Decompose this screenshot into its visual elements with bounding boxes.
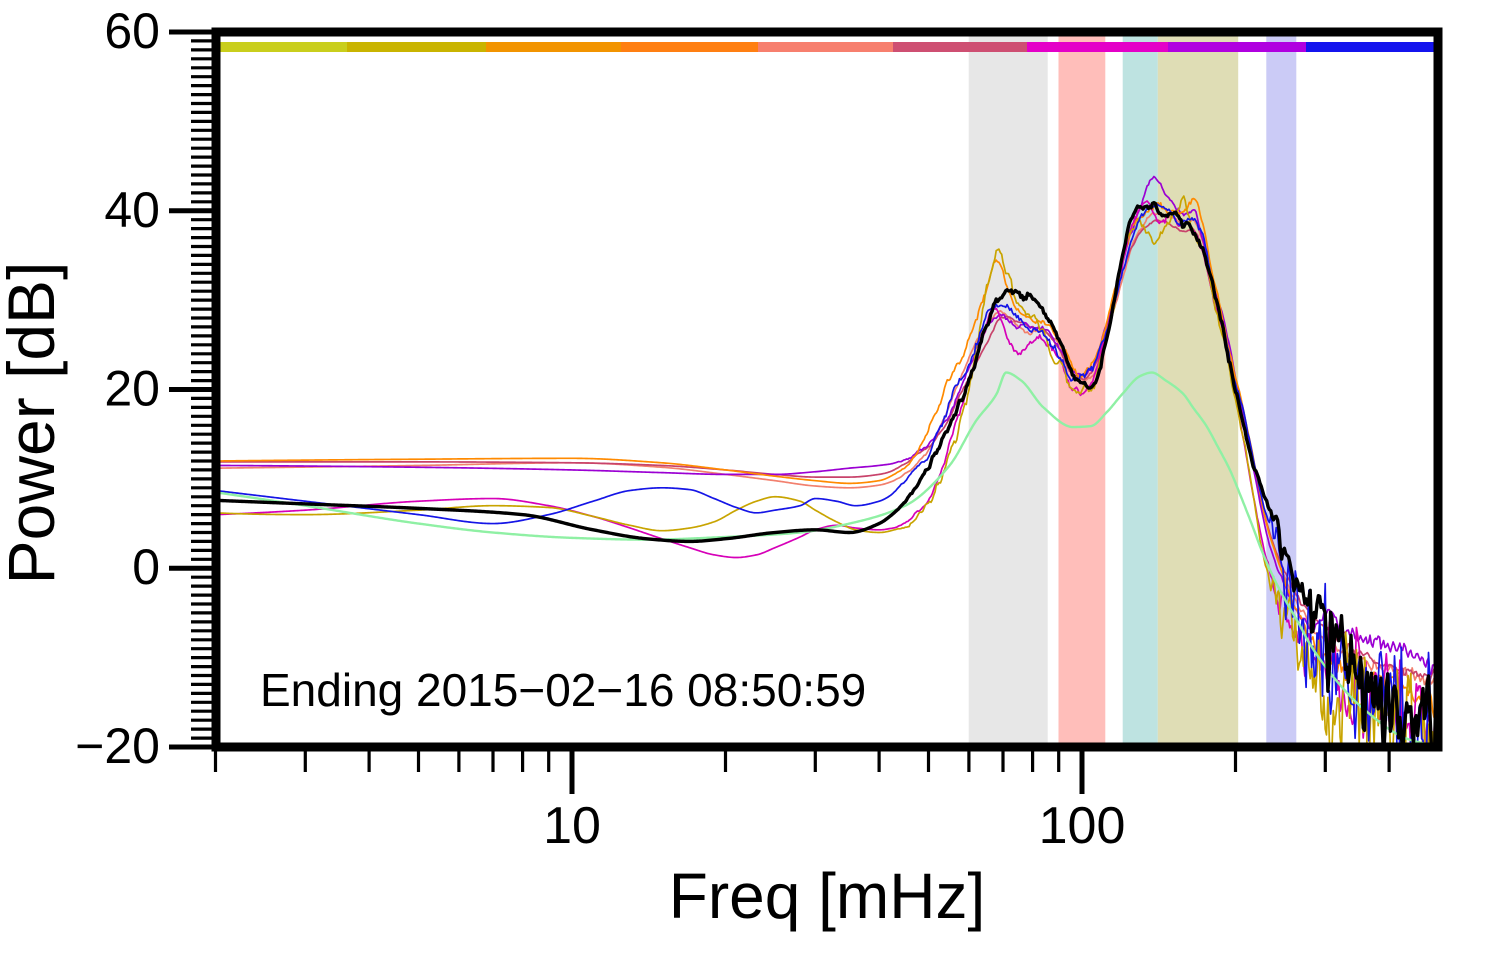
svg-text:100: 100 bbox=[1039, 797, 1126, 855]
svg-text:Power [dB]: Power [dB] bbox=[0, 262, 68, 585]
svg-text:Ending 2015−02−16 08:50:59: Ending 2015−02−16 08:50:59 bbox=[260, 664, 866, 716]
svg-text:0: 0 bbox=[132, 539, 160, 595]
svg-text:40: 40 bbox=[104, 182, 160, 238]
svg-text:60: 60 bbox=[104, 3, 160, 59]
svg-text:−20: −20 bbox=[75, 718, 160, 774]
svg-text:Freq [mHz]: Freq [mHz] bbox=[669, 860, 985, 932]
svg-text:10: 10 bbox=[543, 797, 601, 855]
svg-text:20: 20 bbox=[104, 361, 160, 417]
